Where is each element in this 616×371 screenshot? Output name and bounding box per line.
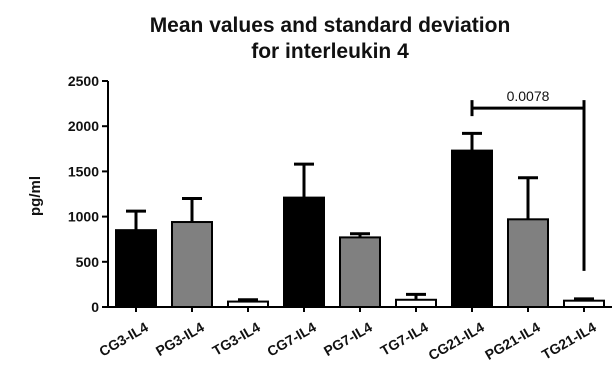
x-tick-label: TG7-IL4 (378, 319, 431, 359)
y-axis-label: pg/ml (27, 176, 44, 216)
chart-title-line-1: Mean values and standard deviation (150, 14, 511, 37)
p-value-label: 0.0078 (507, 88, 550, 104)
bar-pg21-il4 (507, 218, 549, 308)
error-bars (126, 131, 594, 302)
bar-cg21-il4 (451, 149, 493, 308)
y-tick-label: 0 (91, 299, 99, 315)
x-tick-label: TG3-IL4 (210, 319, 263, 359)
bar-tg21-il4 (563, 299, 605, 308)
x-tick-label: CG7-IL4 (264, 319, 319, 360)
bar-cg3-il4 (115, 229, 157, 308)
bars (115, 149, 605, 309)
bar-tg3-il4 (227, 300, 269, 308)
y-tick-label: 2000 (68, 118, 99, 134)
y-tick-label: 1500 (68, 163, 99, 179)
bar-cg7-il4 (283, 196, 325, 308)
bar-pg3-il4 (171, 221, 213, 308)
y-tick-label: 1000 (68, 209, 99, 225)
bar-tg7-il4 (395, 298, 437, 309)
x-tick-label: CG21-IL4 (425, 319, 486, 364)
y-ticks: 0 500 1000 1500 2000 2500 (68, 73, 108, 315)
y-tick-label: 2500 (68, 73, 99, 89)
x-tick-label: CG3-IL4 (96, 319, 151, 360)
x-tick-label: PG21-IL4 (482, 319, 543, 363)
y-tick-label: 500 (76, 254, 100, 270)
bar-pg7-il4 (339, 236, 381, 308)
chart-title-line-2: for interleukin 4 (251, 40, 409, 63)
x-tick-label: TG21-IL4 (539, 319, 599, 363)
x-ticks: CG3-IL4 PG3-IL4 TG3-IL4 CG7-IL4 PG7-IL4 TG7-I… (96, 307, 599, 363)
significance-annotation: 0.0078 (470, 88, 586, 271)
x-tick-label: PG3-IL4 (153, 319, 207, 359)
x-tick-label: PG7-IL4 (321, 319, 375, 359)
